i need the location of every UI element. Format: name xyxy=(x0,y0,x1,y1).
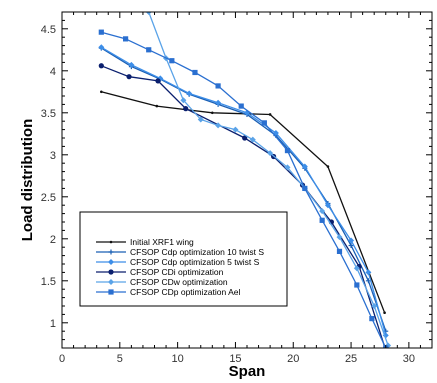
data-point xyxy=(261,120,267,126)
data-point xyxy=(155,104,159,108)
y-tick-label: 2 xyxy=(50,234,56,246)
legend-entry: CFSOP CDw optimization xyxy=(96,277,228,287)
data-point xyxy=(128,61,135,68)
legend-marker xyxy=(109,240,113,244)
data-point xyxy=(186,90,193,97)
legend-entry: Initial XRF1 wing xyxy=(96,237,194,247)
x-tick-label: 20 xyxy=(287,353,299,365)
data-point xyxy=(348,237,355,244)
series-line xyxy=(100,47,387,332)
y-tick-label: 3 xyxy=(50,150,56,162)
y-tick-label: 3.5 xyxy=(41,108,56,120)
data-point xyxy=(369,316,375,322)
data-point xyxy=(100,90,103,94)
data-point xyxy=(336,234,343,241)
data-point xyxy=(126,74,132,80)
series-line xyxy=(101,91,386,313)
legend-label: CFSOP Cdp optimization 5 twist S xyxy=(130,257,260,267)
data-point xyxy=(242,135,248,141)
data-point xyxy=(301,163,308,170)
data-point xyxy=(319,208,326,215)
x-tick-label: 15 xyxy=(229,353,241,365)
data-point xyxy=(180,97,187,104)
x-tick-label: 25 xyxy=(345,353,357,365)
data-point xyxy=(98,63,104,69)
data-point xyxy=(249,136,256,143)
x-tick-label: 30 xyxy=(403,353,415,365)
data-point xyxy=(169,58,175,64)
legend-marker xyxy=(108,259,114,265)
data-point xyxy=(122,36,129,42)
legend-entry: CFSOP Cdp optimization 5 twist S xyxy=(96,257,260,267)
data-point xyxy=(238,103,244,109)
data-point xyxy=(211,111,214,115)
legend-box xyxy=(79,211,288,307)
data-point xyxy=(215,122,222,129)
series-0 xyxy=(100,90,386,315)
legend-marker xyxy=(108,289,114,295)
x-axis-title: Span xyxy=(229,363,266,380)
data-point xyxy=(319,217,325,223)
data-point xyxy=(267,150,274,157)
data-point xyxy=(98,29,104,35)
legend-label: CFSOP Cdp optimization 10 twist S xyxy=(130,247,264,257)
data-point xyxy=(354,282,360,288)
legend-entry: CFSOP CDi optimization xyxy=(96,267,224,277)
legend-label: CFSOP CDp optimization Ael xyxy=(130,287,240,297)
data-point xyxy=(145,12,152,15)
y-tick-label: 2.5 xyxy=(41,192,56,204)
y-axis-title: Load distribution xyxy=(19,119,36,241)
series-2 xyxy=(98,44,389,339)
legend-entry: CFSOP CDp optimization Ael xyxy=(96,287,240,297)
data-point xyxy=(268,113,272,116)
y-tick-label: 1 xyxy=(50,318,56,330)
data-point xyxy=(371,303,378,309)
data-point xyxy=(183,106,189,112)
data-point xyxy=(302,185,308,191)
x-tick-label: 5 xyxy=(117,353,123,365)
data-point xyxy=(353,265,360,272)
data-point xyxy=(383,311,386,315)
legend-label: CFSOP CDi optimization xyxy=(130,267,224,277)
data-point xyxy=(197,116,204,123)
legend-marker xyxy=(108,269,114,275)
y-tick-label: 4.5 xyxy=(41,24,56,36)
data-point xyxy=(215,83,221,89)
data-point xyxy=(324,202,331,209)
x-tick-label: 0 xyxy=(59,353,65,365)
series-line xyxy=(101,65,386,348)
data-point xyxy=(284,164,291,171)
data-point xyxy=(98,44,105,51)
data-point xyxy=(192,69,198,76)
legend-label: Initial XRF1 wing xyxy=(130,237,194,247)
data-point xyxy=(365,269,372,276)
data-point xyxy=(215,99,222,106)
legend-entry: CFSOP Cdp optimization 10 twist S xyxy=(96,247,264,257)
data-point xyxy=(155,78,161,84)
data-point xyxy=(232,126,239,133)
data-point xyxy=(326,165,330,168)
legend-marker xyxy=(108,249,114,255)
data-point xyxy=(146,47,152,53)
data-point xyxy=(336,248,343,254)
series-5 xyxy=(98,29,389,348)
y-tick-label: 1.5 xyxy=(41,276,56,288)
data-point xyxy=(348,243,354,249)
data-point xyxy=(284,148,291,154)
x-tick-label: 10 xyxy=(172,353,184,365)
data-point xyxy=(385,347,387,348)
y-tick-label: 4 xyxy=(50,66,56,78)
legend-marker xyxy=(108,279,114,285)
legend-label: CFSOP CDw optimization xyxy=(130,277,228,287)
series-line xyxy=(100,46,387,336)
